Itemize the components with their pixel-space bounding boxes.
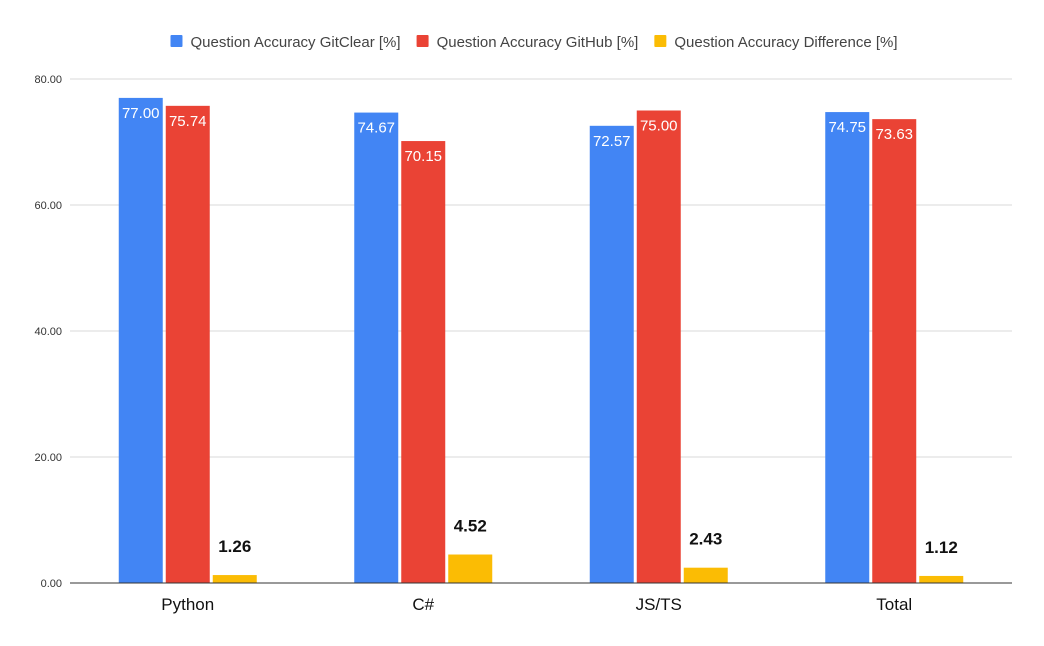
y-tick-label: 0.00 xyxy=(41,578,62,590)
bar-value-label: 4.52 xyxy=(454,517,487,536)
y-axis: 0.00 20.00 40.00 60.00 80.00 xyxy=(34,74,62,590)
y-tick-label: 60.00 xyxy=(34,200,62,212)
bar xyxy=(165,105,210,583)
legend-item: Question Accuracy Difference [%] xyxy=(654,34,898,51)
bar-value-label: 73.63 xyxy=(875,126,913,143)
bar-value-label: 72.57 xyxy=(593,133,631,150)
y-tick-label: 40.00 xyxy=(34,326,62,338)
x-category-label: Python xyxy=(161,595,214,614)
legend-swatch xyxy=(416,35,429,47)
bar xyxy=(448,554,493,583)
bar xyxy=(118,97,163,584)
bar-value-label: 77.00 xyxy=(122,105,160,122)
bar-value-label: 74.67 xyxy=(357,120,395,137)
bar-value-label: 74.75 xyxy=(828,119,866,136)
bar-labels: 77.00 75.74 1.26 74.67 70.15 4.52 72.57 75.00 2.… xyxy=(122,105,958,557)
bar xyxy=(212,575,257,583)
legend-item: Question Accuracy GitHub [%] xyxy=(416,34,639,51)
legend-item: Question Accuracy GitClear [%] xyxy=(170,34,401,51)
legend-label: Question Accuracy GitHub [%] xyxy=(437,34,639,51)
legend-swatch xyxy=(170,35,183,47)
bar-value-label: 75.00 xyxy=(640,118,678,135)
bar-value-label: 2.43 xyxy=(689,530,722,549)
bar xyxy=(825,112,870,583)
y-tick-label: 20.00 xyxy=(34,452,62,464)
bar-value-label: 1.12 xyxy=(925,538,958,557)
x-category-label: Total xyxy=(876,595,912,614)
bar-value-label: 70.15 xyxy=(404,148,442,165)
bars xyxy=(118,97,964,584)
y-tick-label: 80.00 xyxy=(34,74,62,86)
gridlines xyxy=(70,78,1012,458)
bar-value-label: 1.26 xyxy=(218,537,251,556)
x-axis: Python C# JS/TS Total xyxy=(70,582,1012,614)
bar xyxy=(636,110,681,583)
bar xyxy=(401,141,446,583)
legend: Question Accuracy GitClear [%] Question A… xyxy=(170,34,898,51)
legend-label: Question Accuracy GitClear [%] xyxy=(190,34,400,51)
legend-swatch xyxy=(654,35,667,47)
bar xyxy=(872,119,917,584)
x-category-label: C# xyxy=(412,595,434,614)
bar xyxy=(919,575,964,583)
bar xyxy=(589,125,634,584)
bar xyxy=(354,112,399,583)
x-category-label: JS/TS xyxy=(636,595,682,614)
bar-value-label: 75.74 xyxy=(169,113,207,130)
bar xyxy=(683,567,728,583)
legend-label: Question Accuracy Difference [%] xyxy=(674,34,897,51)
